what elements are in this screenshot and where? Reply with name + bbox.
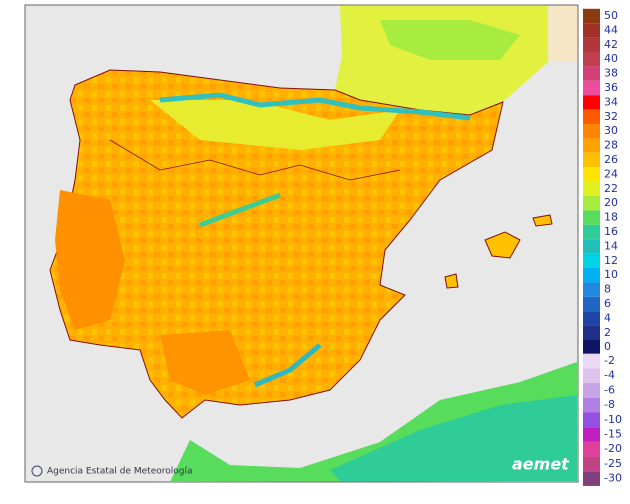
legend-swatch (583, 282, 600, 297)
menorca (532, 214, 553, 227)
map (49, 6, 577, 482)
legend-swatch (583, 210, 600, 225)
legend-swatch (583, 37, 600, 52)
legend-label: 12 (604, 254, 618, 267)
guadalquivir-warm (160, 330, 250, 395)
legend-label: -4 (604, 369, 615, 382)
legend-label: 14 (604, 239, 618, 252)
legend-swatch (583, 471, 600, 486)
legend-swatch (583, 427, 600, 442)
legend-label: -20 (604, 442, 622, 455)
legend-swatch (583, 441, 600, 457)
iberia (49, 69, 504, 419)
legend-label: -30 (604, 472, 622, 485)
mountains (199, 192, 281, 228)
legend-label: 4 (604, 311, 611, 324)
legend-swatch (583, 196, 600, 211)
legend-swatch (583, 80, 600, 96)
legend-label: 40 (604, 52, 618, 65)
legend-swatch (583, 138, 600, 153)
legend-swatch (583, 239, 600, 254)
legend-swatch (583, 456, 600, 472)
logo: aemet (512, 455, 570, 474)
mountains (159, 92, 471, 121)
legend-label: -15 (604, 428, 622, 441)
legend-swatch (583, 325, 600, 340)
legend-label: 20 (604, 196, 618, 209)
legend-label: -2 (604, 354, 615, 367)
legend-swatch (583, 253, 600, 268)
color-legend: 5044424038363432302826242220181614121086… (583, 8, 622, 486)
north-plateau (150, 100, 400, 150)
legend-label: 18 (604, 211, 618, 224)
legend-swatch (583, 340, 600, 355)
legend-label: 10 (604, 268, 618, 281)
legend-swatch (583, 412, 600, 428)
legend-label: 22 (604, 182, 618, 195)
legend-swatch (583, 95, 600, 110)
legend-label: 34 (604, 95, 618, 108)
legend-swatch (583, 368, 600, 384)
legend-swatch (583, 383, 600, 398)
legend-swatch (583, 124, 600, 139)
portugal-warm (55, 190, 125, 330)
legend-swatch (583, 8, 600, 24)
copyright-icon (31, 465, 43, 477)
legend-swatch (583, 167, 600, 182)
legend-swatch (583, 353, 600, 369)
legend-label: 6 (604, 297, 611, 310)
legend-swatch (583, 52, 600, 67)
legend-label: -25 (604, 457, 622, 470)
legend-label: 38 (604, 67, 618, 80)
legend-label: -8 (604, 398, 615, 411)
legend-swatch (583, 224, 600, 240)
legend-label: 36 (604, 81, 618, 94)
legend-label: -6 (604, 383, 615, 396)
legend-label: 32 (604, 110, 618, 123)
legend-swatch (583, 181, 600, 196)
legend-label: 0 (604, 340, 611, 353)
legend-swatch (583, 311, 600, 326)
legend-swatch (583, 109, 600, 124)
legend-label: 16 (604, 225, 618, 238)
legend-swatch (583, 268, 600, 283)
no-data-area (548, 6, 577, 62)
legend-label: 30 (604, 124, 618, 137)
france-cool (380, 20, 520, 60)
legend-swatch (583, 23, 600, 38)
legend-swatch (583, 66, 600, 81)
legend-swatch (583, 152, 600, 168)
mountains (254, 343, 322, 388)
mallorca (484, 231, 521, 259)
legend-label: 44 (604, 23, 618, 36)
legend-label: 42 (604, 38, 618, 51)
atlas (330, 395, 577, 481)
legend-label: 24 (604, 167, 618, 180)
legend-swatch (583, 296, 600, 312)
credit: Agencia Estatal de Meteorología (47, 467, 193, 477)
legend-label: -10 (604, 413, 622, 426)
legend-label: 26 (604, 153, 618, 166)
legend-label: 28 (604, 139, 618, 152)
ibiza (444, 273, 459, 289)
legend-label: 8 (604, 283, 611, 296)
legend-label: 2 (604, 326, 611, 339)
legend-label: 50 (604, 9, 618, 22)
province-borders (109, 139, 401, 181)
legend-swatch (583, 397, 600, 413)
